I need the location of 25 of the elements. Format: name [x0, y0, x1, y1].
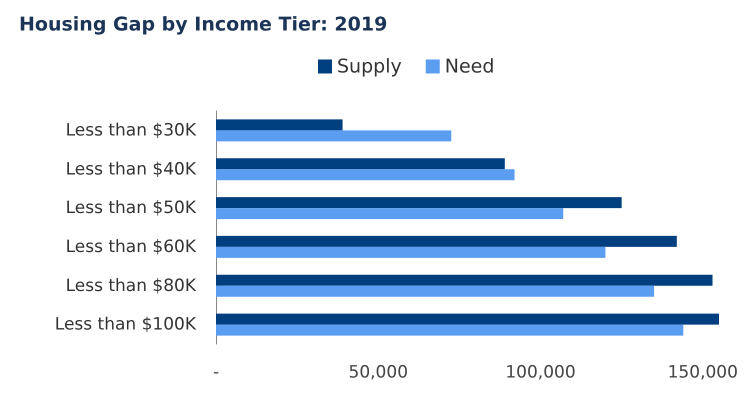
y-tick-label: Less than $60K [66, 236, 197, 257]
bar [216, 169, 515, 180]
legend-label: Supply [337, 56, 402, 78]
legend-label: Need [444, 56, 494, 78]
bar [216, 324, 684, 336]
bar [216, 286, 654, 297]
chart-title: Housing Gap by Income Tier: 2019 [19, 14, 388, 36]
x-tick-label: 50,000 [348, 362, 408, 382]
y-tick-label: Less than $80K [66, 276, 197, 296]
x-tick-label: 100,000 [505, 362, 576, 382]
bar [216, 208, 564, 220]
y-tick-label: Less than $100K [54, 314, 197, 335]
bar [216, 314, 719, 325]
x-tick-label: 150,000 [668, 362, 738, 382]
bar [216, 246, 606, 258]
y-tick-label: Less than $30K [66, 120, 197, 140]
x-tick-label: - [212, 362, 220, 382]
bar [216, 158, 505, 170]
bar [216, 236, 677, 247]
y-tick-label: Less than $40K [66, 159, 197, 180]
y-tick-label: Less than $50K [66, 198, 197, 218]
bar [216, 130, 452, 142]
bar [216, 197, 622, 208]
bar [216, 274, 713, 286]
bar [216, 119, 343, 130]
